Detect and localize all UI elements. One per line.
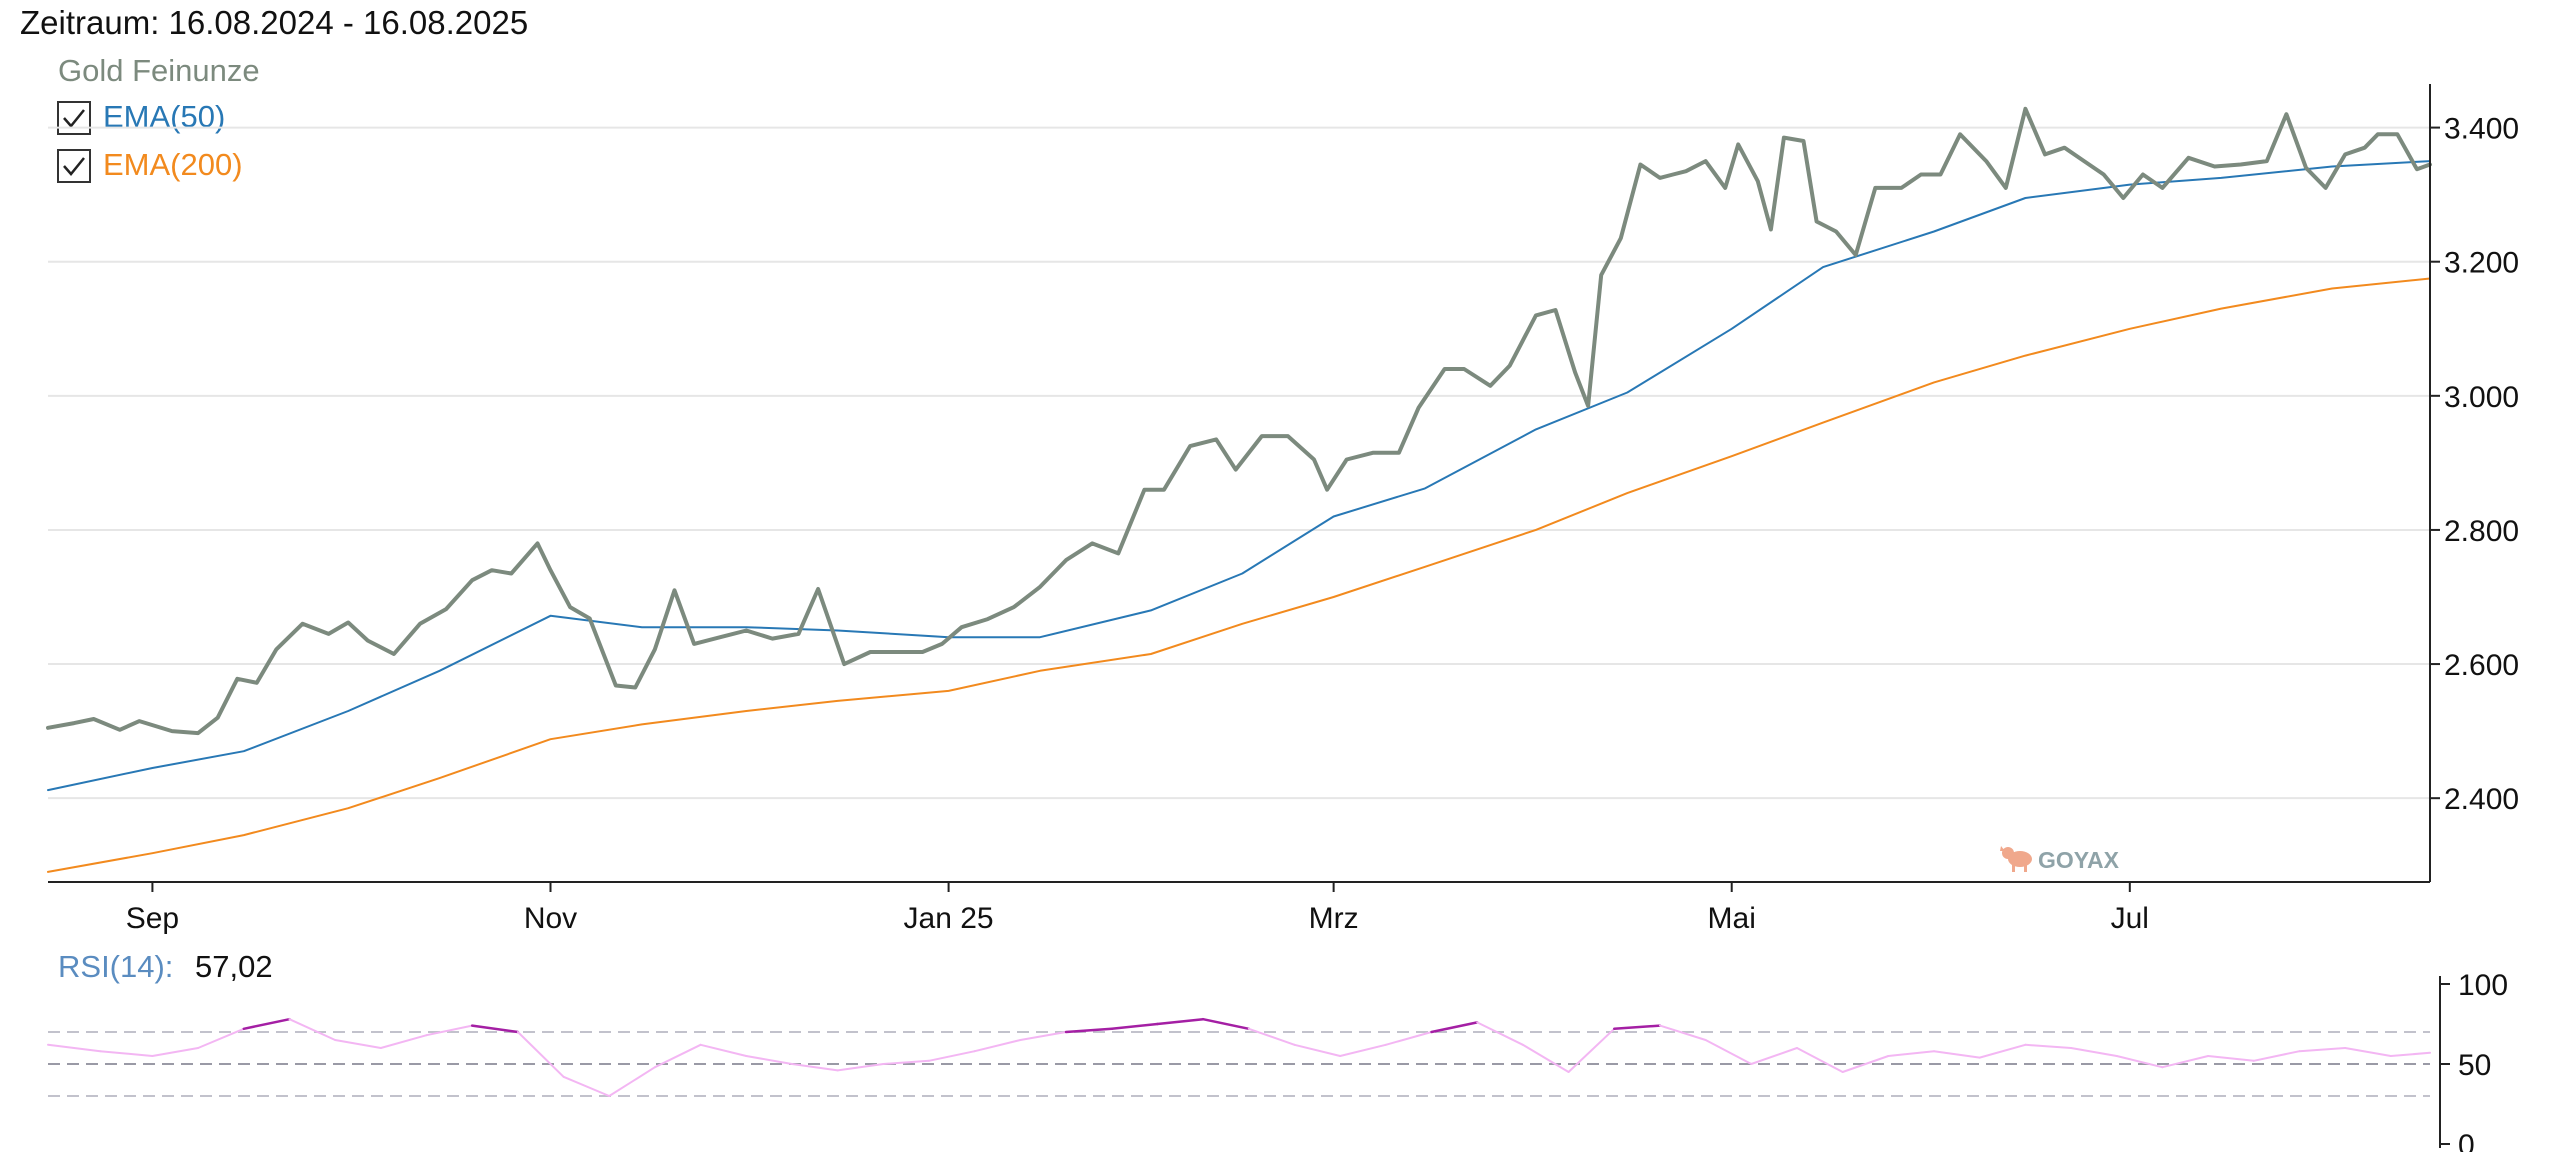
x-tick-label: Mrz [1309, 902, 1359, 935]
rsi-line-segment [47, 1043, 102, 1053]
rsi-line-segment [1795, 1047, 1844, 1073]
x-tick-label: Sep [126, 902, 179, 935]
rsi-tick-label: 0 [2458, 1129, 2475, 1152]
rsi-tick-label: 100 [2458, 969, 2508, 1002]
rsi-line-segment [2207, 1055, 2255, 1062]
rsi-line-segment [2298, 1047, 2347, 1053]
rsi-line-segment [2024, 1043, 2073, 1049]
ema200-label: EMA(200) [103, 147, 243, 182]
x-tick-labels: Sep Nov Jan 25 Mrz Mai Jul [126, 882, 2149, 935]
rsi-line-segment [2115, 1055, 2164, 1069]
rsi-line-segment [1887, 1050, 1936, 1057]
rsi-line-segment [1293, 1043, 1342, 1057]
ema50-label: EMA(50) [103, 99, 225, 134]
rsi-line-segment [1430, 1021, 1479, 1034]
rsi-line-segment [1156, 1017, 1205, 1026]
rsi-line-segment [1521, 1043, 1570, 1073]
rsi-line-segment [425, 1024, 474, 1037]
rsi-tick-label: 50 [2458, 1049, 2491, 1082]
rsi-line-segment [1658, 1024, 1707, 1041]
y-tick-label: 3.200 [2444, 247, 2519, 280]
rsi-line-segment [1978, 1043, 2027, 1059]
rsi-value: 57,02 [195, 949, 273, 984]
rsi-line-segment [836, 1063, 885, 1072]
main-gridlines [48, 126, 2430, 800]
rsi-line-segment [379, 1034, 428, 1049]
rsi-line-segment [197, 1027, 245, 1049]
rsi-line-segment [99, 1050, 154, 1057]
rsi-line-segment [2389, 1051, 2431, 1057]
rsi-line-segment [242, 1017, 291, 1031]
legend-item-ema50[interactable]: EMA(50) [57, 99, 225, 135]
rsi-line-segment [516, 1031, 565, 1078]
rsi-series-layer [47, 1017, 2431, 1097]
rsi-line-segment [1704, 1039, 1753, 1065]
rsi-reference-lines [48, 1031, 2430, 1097]
legend-item-ema200[interactable]: EMA(200) [57, 147, 243, 183]
rsi-label: RSI(14): [58, 949, 173, 984]
rsi-line-segment [1339, 1043, 1387, 1057]
rsi-line-segment [1567, 1027, 1616, 1073]
rsi-line-segment [288, 1018, 337, 1041]
rsi-line-segment [1247, 1027, 1296, 1046]
rsi-line-segment [1384, 1031, 1433, 1046]
y-tick-label: 2.800 [2444, 515, 2519, 548]
rsi-line-segment [1841, 1055, 1890, 1073]
checkmark-icon [63, 109, 85, 128]
ema200-line [47, 277, 2431, 873]
rsi-line-segment [745, 1055, 793, 1065]
x-tick-label: Nov [524, 902, 577, 935]
y-tick-label: 3.000 [2444, 381, 2519, 414]
rsi-line-segment [608, 1066, 656, 1097]
rsi-line-segment [1201, 1017, 1251, 1031]
y-tick-label: 2.400 [2444, 783, 2519, 816]
rsi-line-segment [1612, 1024, 1662, 1031]
checkmark-icon [63, 157, 85, 176]
bull-logo-icon [2000, 846, 2032, 872]
rsi-line-segment [1933, 1050, 1981, 1059]
rsi-line-segment [1110, 1022, 1159, 1031]
rsi-line-segment [334, 1039, 382, 1049]
rsi-line-segment [562, 1075, 611, 1097]
rsi-line-segment [653, 1043, 702, 1069]
legend-title: Gold Feinunze [58, 53, 260, 88]
x-tick-label: Jan 25 [904, 902, 994, 935]
rsi-line-segment [2252, 1050, 2301, 1062]
main-series-layer [46, 106, 2432, 873]
rsi-line-segment [790, 1063, 839, 1072]
rsi-line-segment [1476, 1021, 1524, 1046]
y-tick-label: 3.400 [2444, 113, 2519, 146]
goyax-watermark: GOYAX [2000, 846, 2120, 873]
rsi-line-segment [1064, 1027, 1113, 1034]
rsi-line-segment [1019, 1031, 1068, 1041]
rsi-line-segment [699, 1043, 748, 1057]
x-tick-label: Jul [2111, 902, 2149, 935]
rsi-line-segment [470, 1024, 520, 1034]
rsi-line-segment [928, 1050, 976, 1062]
rsi-line-segment [2344, 1047, 2392, 1057]
price-line [46, 106, 2432, 736]
x-tick-label: Mai [1708, 902, 1756, 935]
rsi-y-tick-labels: 0 50 100 [2440, 969, 2508, 1152]
ema200-checkbox[interactable] [57, 149, 91, 183]
rsi-line-segment [882, 1059, 931, 1065]
watermark-text: GOYAX [2038, 847, 2120, 873]
rsi-line-segment [2161, 1055, 2210, 1069]
rsi-line-segment [151, 1047, 200, 1057]
rsi-line-segment [2070, 1047, 2118, 1057]
zeitraum-label: Zeitraum: 16.08.2024 - 16.08.2025 [20, 4, 528, 41]
rsi-line-segment [973, 1039, 1022, 1053]
ema50-line [47, 160, 2431, 792]
y-tick-labels: 2.400 2.600 2.800 3.000 3.200 3.400 [2430, 113, 2519, 816]
ema50-checkbox[interactable] [57, 101, 91, 135]
y-tick-label: 2.600 [2444, 649, 2519, 682]
rsi-line-segment [1750, 1047, 1798, 1065]
